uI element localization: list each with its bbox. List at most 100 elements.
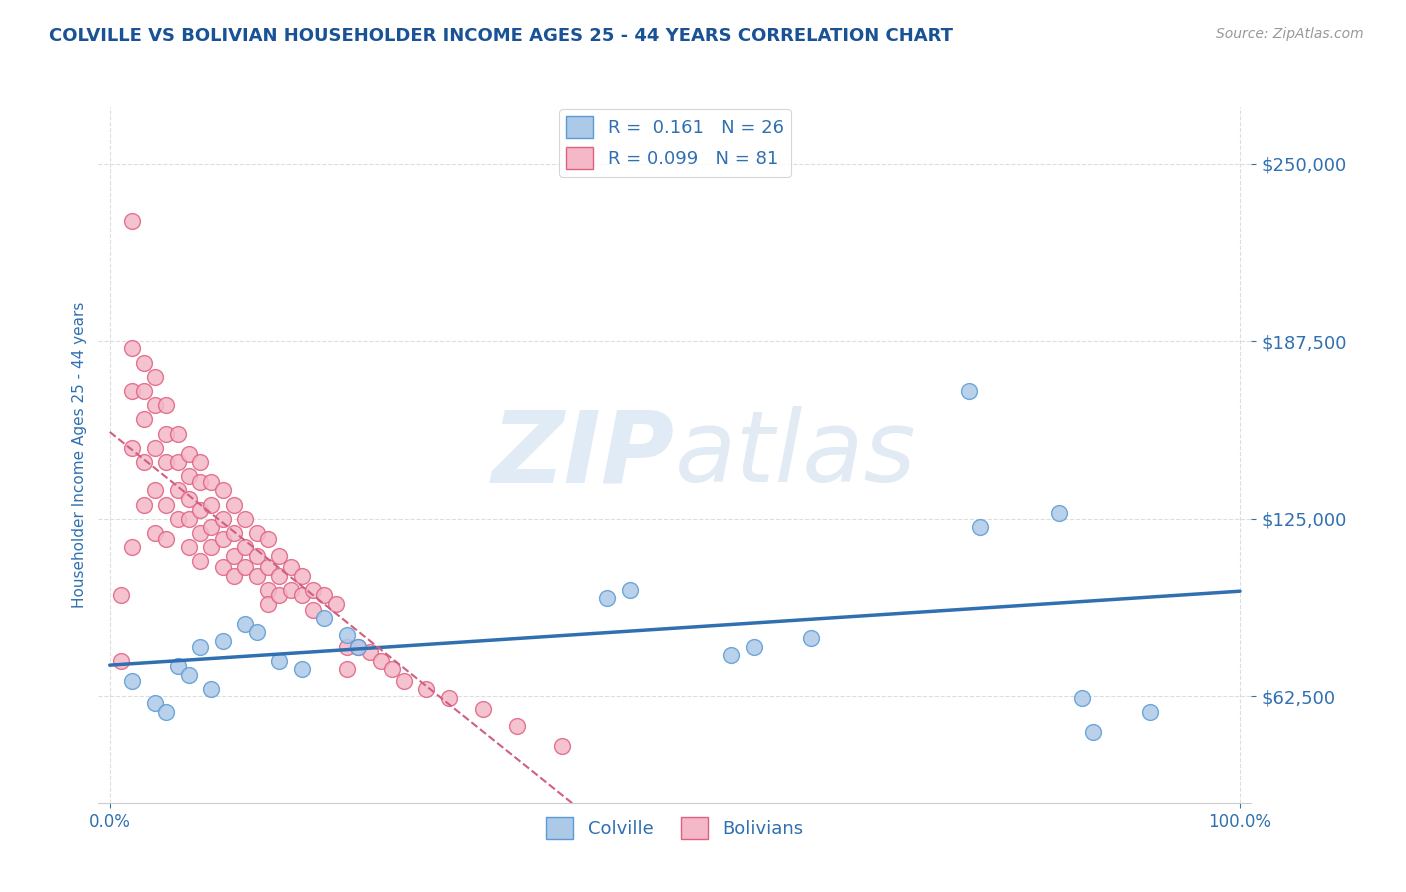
Legend: Colville, Bolivians: Colville, Bolivians [538,809,811,846]
Point [269,654,291,668]
Point [359,645,381,659]
Point [188,475,211,489]
Point [619,582,641,597]
Point [437,690,460,705]
Point [188,640,211,654]
Point [110,654,132,668]
Point [166,426,188,441]
Point [381,662,404,676]
Point [235,512,257,526]
Point [505,719,527,733]
Text: COLVILLE VS BOLIVIAN HOUSEHOLDER INCOME AGES 25 - 44 YEARS CORRELATION CHART: COLVILLE VS BOLIVIAN HOUSEHOLDER INCOME … [49,27,953,45]
Point [143,483,166,498]
Point [188,455,211,469]
Point [596,591,619,606]
Point [257,532,280,546]
Point [291,589,314,603]
Point [969,520,991,534]
Point [211,483,233,498]
Point [132,412,155,426]
Point [155,705,177,719]
Point [314,589,336,603]
Point [132,455,155,469]
Point [415,682,437,697]
Point [246,625,269,640]
Point [121,441,143,455]
Point [177,446,200,460]
Y-axis label: Householder Income Ages 25 - 44 years: Householder Income Ages 25 - 44 years [72,301,87,608]
Point [314,611,336,625]
Point [347,640,370,654]
Point [143,441,166,455]
Point [1047,506,1070,520]
Point [471,702,494,716]
Point [121,540,143,554]
Point [269,549,291,563]
Point [166,659,188,673]
Point [269,568,291,582]
Point [143,369,166,384]
Point [325,597,347,611]
Point [302,603,325,617]
Text: Source: ZipAtlas.com: Source: ZipAtlas.com [1216,27,1364,41]
Point [143,697,166,711]
Point [188,526,211,541]
Point [132,356,155,370]
Point [222,498,245,512]
Point [121,673,143,688]
Point [1139,705,1161,719]
Point [211,560,233,574]
Point [336,628,359,642]
Point [211,532,233,546]
Point [235,540,257,554]
Point [188,503,211,517]
Point [155,498,177,512]
Point [1081,724,1104,739]
Point [177,668,200,682]
Point [246,549,269,563]
Point [257,597,280,611]
Point [222,526,245,541]
Point [155,455,177,469]
Point [280,560,302,574]
Point [177,512,200,526]
Point [155,532,177,546]
Point [121,384,143,398]
Text: atlas: atlas [675,407,917,503]
Point [166,455,188,469]
Point [222,568,245,582]
Point [370,654,392,668]
Point [235,616,257,631]
Point [121,342,143,356]
Point [246,526,269,541]
Point [110,589,132,603]
Point [177,469,200,483]
Text: ZIP: ZIP [492,407,675,503]
Point [291,662,314,676]
Point [720,648,742,662]
Point [143,398,166,412]
Point [155,398,177,412]
Point [235,560,257,574]
Point [246,568,269,582]
Point [200,682,222,697]
Point [1070,690,1092,705]
Point [188,554,211,568]
Point [132,384,155,398]
Point [211,512,233,526]
Point [742,640,765,654]
Point [211,634,233,648]
Point [551,739,574,753]
Point [257,560,280,574]
Point [799,631,821,645]
Point [257,582,280,597]
Point [302,582,325,597]
Point [177,491,200,506]
Point [291,568,314,582]
Point [336,662,359,676]
Point [121,213,143,227]
Point [200,498,222,512]
Point [155,426,177,441]
Point [200,520,222,534]
Point [336,640,359,654]
